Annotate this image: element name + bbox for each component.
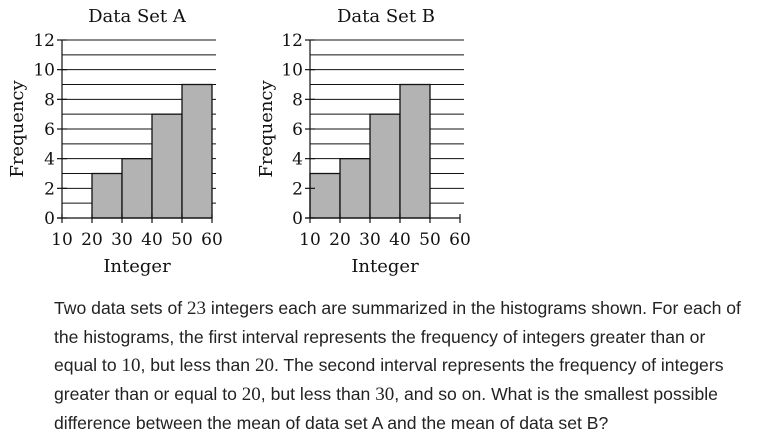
question-number: 20 bbox=[241, 384, 261, 405]
y-tick-label: 10 bbox=[33, 61, 55, 81]
y-tick-label: 6 bbox=[44, 120, 55, 140]
x-tick-label: 60 bbox=[449, 230, 471, 250]
question-text-segment: , but less than bbox=[260, 384, 376, 404]
y-tick-label: 6 bbox=[292, 120, 303, 140]
y-tick-label: 2 bbox=[292, 179, 303, 199]
x-axis-label: Integer bbox=[103, 256, 171, 277]
question-text-segment: integers each are summarized in the hist… bbox=[54, 298, 741, 375]
histogram-bar bbox=[309, 172, 341, 219]
x-tick-label: 50 bbox=[171, 230, 193, 250]
question-number: 30 bbox=[375, 384, 395, 405]
x-tick-label: 40 bbox=[389, 230, 411, 250]
x-tick-label: 40 bbox=[141, 230, 163, 250]
x-axis-label: Integer bbox=[351, 256, 419, 277]
y-tick-label: 0 bbox=[292, 209, 303, 229]
histogram-bar bbox=[181, 83, 213, 219]
histogram-bar bbox=[91, 172, 123, 219]
histogram-bar bbox=[151, 113, 183, 219]
y-tick-label: 8 bbox=[292, 90, 303, 110]
x-tick-label: 30 bbox=[111, 230, 133, 250]
histogram-bar bbox=[369, 113, 401, 219]
x-tick-label: 20 bbox=[329, 230, 351, 250]
x-tick-label: 10 bbox=[299, 230, 321, 250]
question-text-segment: , but less than bbox=[140, 355, 255, 375]
x-tick-label: 50 bbox=[419, 230, 441, 250]
histogram-bar bbox=[339, 158, 371, 219]
y-tick-label: 10 bbox=[281, 61, 303, 81]
y-tick-label: 2 bbox=[44, 179, 55, 199]
histogram-bar bbox=[121, 158, 153, 219]
y-axis-label: Frequency bbox=[7, 79, 28, 177]
y-tick-label: 8 bbox=[44, 90, 55, 110]
question-number: 20 bbox=[254, 355, 274, 376]
y-axis-label: Frequency bbox=[256, 79, 277, 177]
histogram-b: Data Set B Frequency Integer 0 2 4 6 8 10 12 10 20 3… bbox=[256, 6, 471, 277]
question-text-segment: . The second interval represents the fre… bbox=[54, 355, 724, 404]
question-text: Two data sets of 23 integers each are su… bbox=[54, 294, 749, 437]
y-tick-label: 12 bbox=[33, 31, 55, 51]
y-tick-label: 4 bbox=[44, 150, 55, 170]
y-tick-label: 4 bbox=[292, 150, 303, 170]
x-tick-label: 20 bbox=[81, 230, 103, 250]
x-tick-label: 30 bbox=[359, 230, 381, 250]
x-tick-label: 10 bbox=[51, 230, 73, 250]
question-number: 23 bbox=[187, 298, 207, 319]
chart-title: Data Set A bbox=[88, 6, 187, 27]
question-text-segment: Two data sets of bbox=[54, 298, 188, 318]
question-text-segment: , and so on. What is the smallest possib… bbox=[54, 384, 718, 433]
question-number: 10 bbox=[121, 355, 141, 376]
chart-title: Data Set B bbox=[337, 6, 435, 27]
y-tick-label: 12 bbox=[281, 31, 303, 51]
histogram-bar bbox=[399, 83, 431, 219]
x-tick-label: 60 bbox=[201, 230, 223, 250]
y-tick-label: 0 bbox=[44, 209, 55, 229]
histogram-a: Data Set A Frequency Integer 0 2 4 6 8 10 12 10 20 3… bbox=[7, 6, 223, 277]
